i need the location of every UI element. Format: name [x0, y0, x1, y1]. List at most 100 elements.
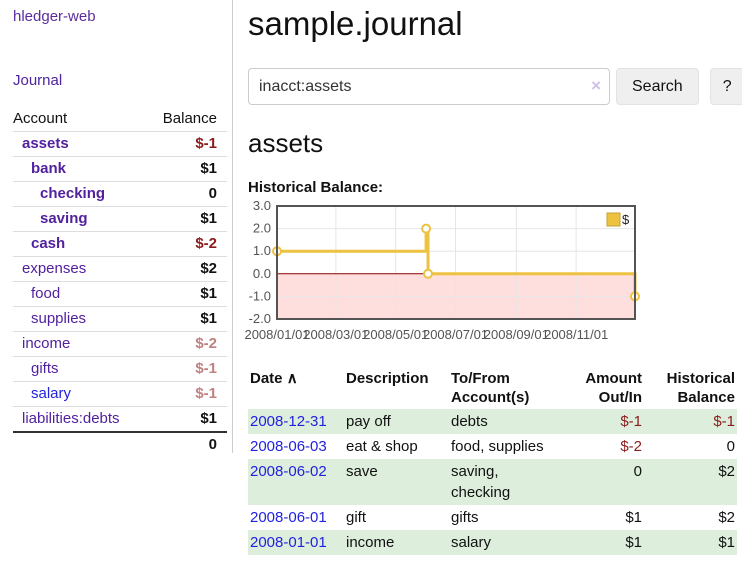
transaction-amount: $-1 — [620, 413, 642, 430]
search-input[interactable] — [248, 68, 610, 105]
account-balance: $-1 — [195, 385, 217, 402]
col-date[interactable]: Date ∧ — [250, 370, 298, 387]
transaction-date-link[interactable]: 2008-06-01 — [250, 509, 327, 526]
transaction-description: gift — [346, 509, 367, 526]
transaction-amount: $-2 — [620, 438, 642, 455]
account-row: assets $-1 — [13, 131, 227, 157]
transaction-row: 2008-06-02 save saving, checking 0 $2 — [248, 459, 737, 505]
sidebar-item-food[interactable]: food — [31, 285, 61, 302]
transaction-description: income — [346, 534, 395, 551]
x-tick-label: 2008/11/01 — [544, 327, 608, 342]
transaction-amount: 0 — [633, 463, 642, 480]
account-balance: $1 — [200, 160, 217, 177]
x-tick-label: 2008/05/01 — [363, 327, 428, 342]
register-table: Date ∧ Description To/From Account(s) Amo… — [248, 367, 737, 555]
transaction-balance: $-1 — [713, 413, 735, 430]
accounts-header-balance: Balance — [162, 110, 217, 127]
balance-chart: 3.0 2.0 1.0 0.0 -1.0 -2.0 2008/01/01 2008/03/01… — [244, 198, 742, 349]
sidebar-item-salary[interactable]: salary — [31, 385, 72, 402]
register-header-row: Date ∧ Description To/From Account(s) Amo… — [248, 367, 737, 409]
legend-label: $ — [622, 212, 630, 227]
transaction-date-link[interactable]: 2008-06-03 — [250, 438, 327, 455]
col-accounts: To/From Account(s) — [451, 370, 530, 406]
transaction-row: 2008-06-03 eat & shop food, supplies $-2 0 — [248, 434, 737, 459]
search-form: × Search ? — [248, 68, 742, 105]
sort-asc-icon: ∧ — [286, 370, 298, 387]
sidebar-item-saving[interactable]: saving — [40, 210, 88, 227]
account-row: gifts $-1 — [13, 356, 227, 382]
register-rows: 2008-12-31 pay off debts $-1 $-1 2008-06-03 ea… — [248, 409, 737, 555]
y-tick-label: 3.0 — [253, 198, 271, 213]
x-tick-label: 2008/03/01 — [303, 327, 368, 342]
balance-chart-svg: 3.0 2.0 1.0 0.0 -1.0 -2.02008/01/012008/03/01… — [244, 198, 640, 342]
sidebar-item-checking[interactable]: checking — [40, 185, 106, 202]
x-tick-label: 2008/07/01 — [423, 327, 488, 342]
account-row: bank $1 — [13, 156, 227, 182]
account-row: checking 0 — [13, 181, 227, 207]
transaction-accounts: salary — [451, 534, 492, 551]
account-balance: 0 — [208, 185, 217, 202]
transaction-balance: $2 — [718, 463, 735, 480]
help-button[interactable]: ? — [709, 68, 742, 105]
account-balance: $1 — [200, 210, 217, 227]
transaction-row: 2008-01-01 income salary $1 $1 — [248, 530, 737, 555]
sidebar-item-income[interactable]: income — [22, 335, 71, 352]
account-row: supplies $1 — [13, 306, 227, 332]
transaction-accounts: debts — [451, 413, 488, 430]
accounts-header-row: Account Balance — [13, 107, 227, 132]
sidebar-item-journal[interactable]: Journal — [13, 72, 63, 89]
sidebar-item-bank[interactable]: bank — [31, 160, 67, 177]
search-button[interactable]: Search — [616, 68, 699, 105]
y-tick-label: -1.0 — [249, 288, 271, 303]
account-heading: assets — [248, 128, 324, 158]
col-amount: Amount Out/In — [585, 370, 642, 406]
account-balance: $2 — [200, 260, 217, 277]
y-tick-label: 1.0 — [253, 243, 271, 258]
app-title-link[interactable]: hledger-web — [13, 8, 96, 25]
transaction-date: 2008-06-03 — [248, 434, 344, 459]
transaction-date: 2008-01-01 — [248, 530, 344, 555]
transaction-date: 2008-06-01 — [248, 505, 344, 530]
data-point-marker — [423, 268, 434, 279]
transaction-description: pay off — [346, 413, 391, 430]
accounts-rows: assets $-1 bank $1 checking 0 saving $1 cash $-2 e… — [13, 131, 227, 433]
transaction-date-link[interactable]: 2008-01-01 — [250, 534, 327, 551]
account-row: income $-2 — [13, 331, 227, 357]
sidebar-item-expenses[interactable]: expenses — [22, 260, 87, 277]
sidebar-item-supplies[interactable]: supplies — [31, 310, 87, 327]
transaction-balance: $2 — [718, 509, 735, 526]
transaction-date-link[interactable]: 2008-06-02 — [250, 463, 327, 480]
account-row: salary $-1 — [13, 381, 227, 407]
clear-search-icon[interactable]: × — [591, 76, 601, 95]
account-row: food $1 — [13, 281, 227, 307]
sidebar-item-liabilities:debts[interactable]: liabilities:debts — [22, 410, 120, 427]
y-tick-label: -2.0 — [249, 311, 271, 326]
accounts-total-balance: 0 — [208, 436, 217, 453]
data-point-marker — [421, 223, 432, 234]
col-balance: Historical Balance — [666, 370, 735, 406]
account-balance: $1 — [200, 410, 217, 427]
y-tick-label: 0.0 — [253, 266, 271, 281]
page-title: sample.journal — [248, 5, 463, 42]
account-balance: $-2 — [195, 235, 217, 252]
plot-border — [276, 205, 636, 320]
account-balance: $-2 — [195, 335, 217, 352]
transaction-description: eat & shop — [346, 438, 418, 455]
accounts-table: Account Balance assets $-1 bank $1 checking 0… — [13, 107, 227, 457]
transaction-date-link[interactable]: 2008-12-31 — [250, 413, 327, 430]
search-box: × — [248, 68, 610, 105]
sidebar-item-gifts[interactable]: gifts — [31, 360, 59, 377]
col-description: Description — [346, 370, 429, 387]
sidebar-item-assets[interactable]: assets — [22, 135, 69, 152]
main-content: sample.journal × Search ? assets Histori… — [244, 0, 742, 555]
transaction-accounts: food, supplies — [451, 438, 544, 455]
account-balance: $-1 — [195, 360, 217, 377]
accounts-header-account: Account — [13, 110, 68, 127]
transaction-description: save — [346, 463, 378, 480]
transaction-row: 2008-06-01 gift gifts $1 $2 — [248, 505, 737, 530]
sidebar-item-cash[interactable]: cash — [31, 235, 66, 252]
account-row: cash $-2 — [13, 231, 227, 257]
x-tick-label: 2008/01/01 — [244, 327, 309, 342]
chart-title: Historical Balance: — [248, 179, 384, 196]
account-balance: $1 — [200, 310, 217, 327]
